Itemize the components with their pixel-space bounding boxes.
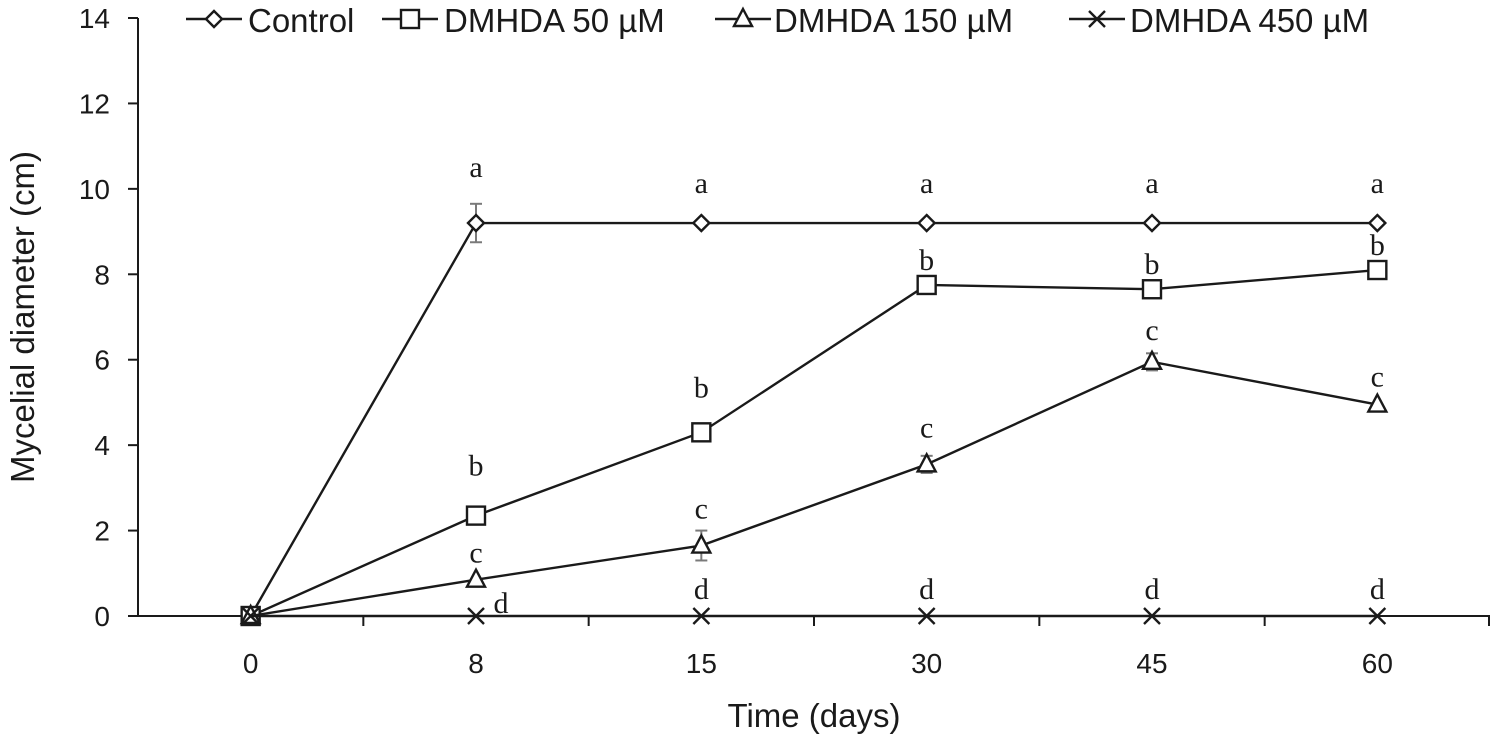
significance-letter: b <box>469 450 484 483</box>
legend-item: DMHDA 50 µM <box>382 2 665 39</box>
legend-item: DMHDA 450 µM <box>1069 2 1369 39</box>
data-point-x <box>692 607 711 625</box>
legend-label: Control <box>248 2 354 39</box>
data-point-diamond <box>1367 213 1388 233</box>
data-point-triangle <box>690 532 713 554</box>
data-point-square <box>1141 279 1163 300</box>
data-point-diamond <box>466 213 486 233</box>
significance-letter: b <box>694 371 709 404</box>
data-point-x <box>241 607 260 625</box>
data-point-square <box>465 505 487 526</box>
x-tick-label: 30 <box>911 648 942 679</box>
x-tick-label: 45 <box>1136 648 1167 679</box>
significance-letter: c <box>920 411 933 444</box>
data-point-diamond <box>204 9 224 29</box>
y-tick-label: 4 <box>94 430 110 461</box>
y-tick-label: 14 <box>79 3 110 34</box>
significance-letter: b <box>919 244 934 277</box>
data-point-x <box>1368 607 1387 625</box>
significance-letter: a <box>469 151 482 184</box>
data-point-triangle <box>732 6 754 28</box>
significance-letter: c <box>1145 314 1158 347</box>
significance-letter: a <box>1145 167 1158 200</box>
data-point-diamond <box>916 213 937 233</box>
significance-letter: c <box>1371 361 1384 394</box>
data-point-square <box>916 274 937 296</box>
data-point-triangle <box>1366 391 1389 413</box>
series-triangle: c c c c c <box>239 314 1389 625</box>
series-square: b b b b b <box>240 229 1388 627</box>
significance-letter: b <box>1145 248 1160 281</box>
legend-label: DMHDA 450 µM <box>1130 2 1369 39</box>
data-point-diamond <box>691 213 712 233</box>
y-tick-label: 12 <box>79 88 110 119</box>
legend-label: DMHDA 150 µM <box>774 2 1013 39</box>
data-point-x <box>1088 10 1106 28</box>
y-tick-label: 0 <box>94 601 110 632</box>
y-tick-label: 6 <box>94 345 110 376</box>
x-tick-label: 60 <box>1362 648 1393 679</box>
data-point-x <box>917 607 936 625</box>
data-point-triangle <box>915 451 938 473</box>
legend-item: Control <box>186 2 354 39</box>
y-tick-label: 2 <box>94 516 110 547</box>
chart-axes: 0 2 4 6 8 10 12 14 0 8 15 30 45 60 <box>79 3 1490 679</box>
y-tick-label: 10 <box>79 174 110 205</box>
series-line <box>250 268 1378 618</box>
y-axis-ticks: 0 2 4 6 8 10 12 14 <box>79 3 138 632</box>
data-point-x <box>467 607 485 625</box>
legend-item: DMHDA 150 µM <box>715 2 1013 39</box>
data-point-triangle <box>1141 349 1163 371</box>
significance-letter: a <box>695 167 708 200</box>
x-tick-label: 8 <box>468 648 484 679</box>
legend: Control DMHDA 50 µM DMHDA 150 µM DMHDA 450 … <box>186 2 1369 39</box>
significance-letter: d <box>1145 573 1160 606</box>
significance-letter: a <box>1371 167 1384 200</box>
legend-label: DMHDA 50 µM <box>444 2 665 39</box>
y-axis-title: Mycelial diameter (cm) <box>4 151 41 483</box>
data-point-square <box>399 8 421 30</box>
x-tick-label: 0 <box>243 648 259 679</box>
x-tick-label: 15 <box>686 648 717 679</box>
significance-letter: c <box>695 493 708 526</box>
series-line <box>249 221 1378 617</box>
data-point-square <box>1367 259 1388 281</box>
data-point-diamond <box>1142 213 1162 233</box>
x-axis-ticks: 0 8 15 30 45 60 <box>243 616 1490 679</box>
significance-letter: d <box>919 573 934 606</box>
x-axis-title: Time (days) <box>728 697 901 734</box>
data-point-triangle <box>465 567 487 588</box>
significance-letter: a <box>920 167 933 200</box>
series-line <box>250 360 1378 618</box>
significance-letter: d <box>494 587 509 620</box>
data-point-square <box>691 422 712 443</box>
y-tick-label: 8 <box>94 259 110 290</box>
significance-letter: b <box>1370 229 1385 262</box>
significance-letter: d <box>1370 573 1385 606</box>
significance-letter: c <box>469 537 482 570</box>
data-point-x <box>1143 607 1161 625</box>
significance-letter: d <box>694 573 709 606</box>
